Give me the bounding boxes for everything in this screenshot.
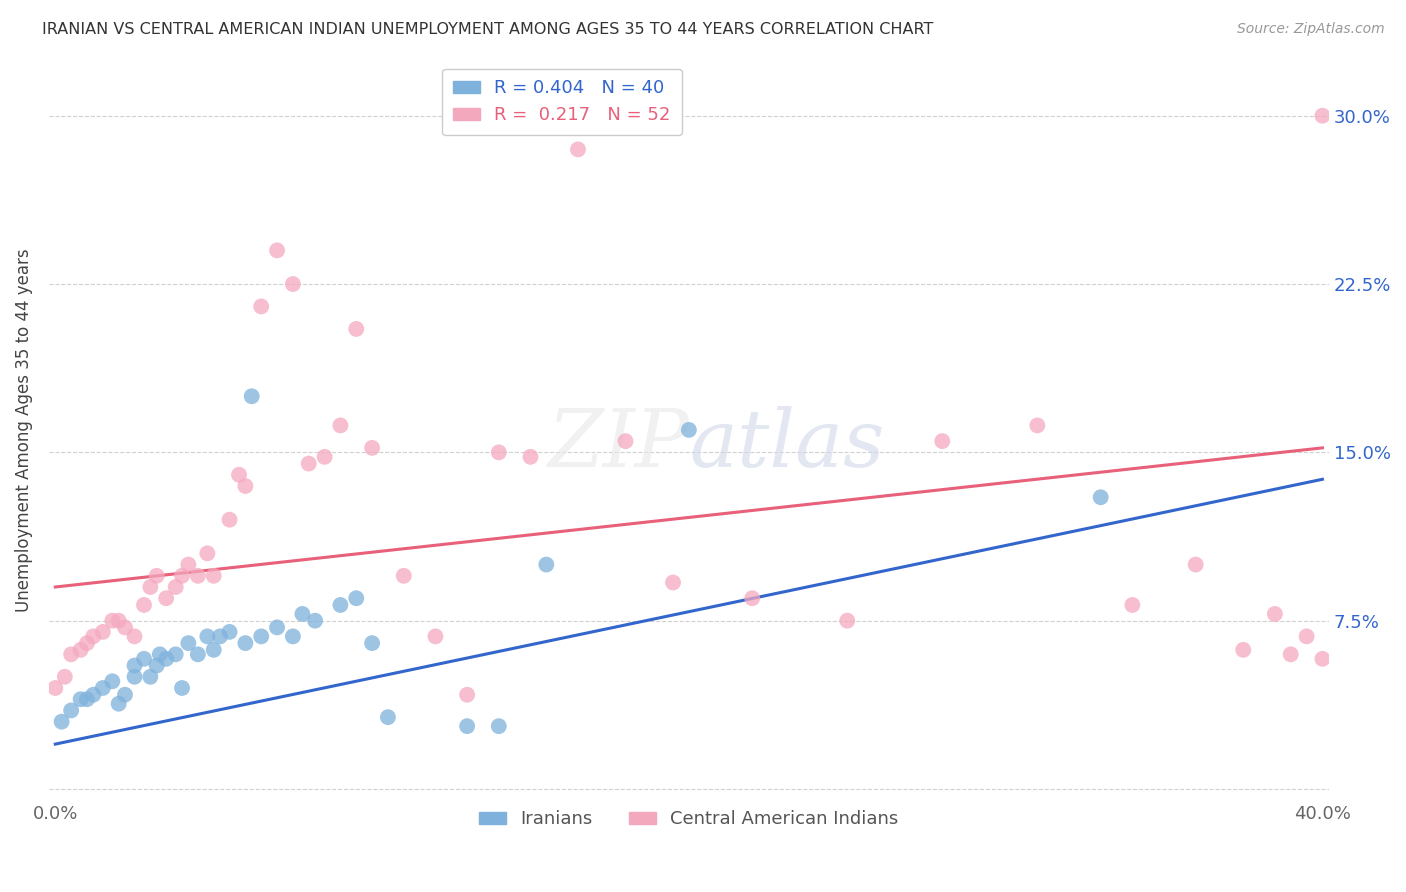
Point (195, 629, 218, 643)
Point (82, 629, 104, 643)
Point (101, 674, 124, 689)
Point (291, 607, 314, 621)
Point (304, 614, 326, 628)
Point (488, 719, 510, 733)
Point (124, 670, 146, 684)
Point (202, 643, 225, 657)
Point (519, 450, 541, 464)
Point (187, 648, 209, 662)
Text: IRANIAN VS CENTRAL AMERICAN INDIAN UNEMPLOYMENT AMONG AGES 35 TO 44 YEARS CORREL: IRANIAN VS CENTRAL AMERICAN INDIAN UNEMP… (42, 22, 934, 37)
Point (662, 575, 685, 590)
Point (165, 580, 187, 594)
Point (392, 569, 415, 583)
Point (114, 620, 136, 634)
Point (266, 620, 288, 634)
Point (250, 300, 273, 314)
Point (177, 636, 200, 650)
Point (114, 688, 136, 702)
Point (155, 591, 177, 606)
Point (91, 624, 114, 639)
Point (149, 648, 172, 662)
Point (132, 598, 155, 612)
Point (344, 322, 367, 336)
Point (155, 652, 177, 666)
Point (456, 688, 478, 702)
Point (124, 658, 146, 673)
Point (82, 688, 104, 702)
Point (218, 624, 240, 639)
Point (314, 450, 336, 464)
Point (931, 434, 953, 449)
Point (235, 636, 257, 650)
Point (1264, 607, 1286, 621)
Point (44, 681, 66, 695)
Point (139, 580, 162, 594)
Point (145, 658, 167, 673)
Point (1184, 558, 1206, 572)
Point (344, 591, 367, 606)
Point (145, 569, 167, 583)
Point (101, 614, 124, 628)
Point (218, 513, 240, 527)
Point (202, 569, 225, 583)
Text: Source: ZipAtlas.com: Source: ZipAtlas.com (1237, 22, 1385, 37)
Point (1090, 490, 1112, 504)
Point (69, 692, 91, 706)
Point (60, 648, 83, 662)
Point (298, 457, 321, 471)
Point (250, 629, 273, 643)
Point (76, 692, 98, 706)
Point (195, 546, 218, 560)
Point (281, 629, 304, 643)
Point (187, 569, 209, 583)
Point (139, 670, 162, 684)
Text: atlas: atlas (689, 406, 884, 483)
Text: ZIP: ZIP (547, 406, 689, 483)
Point (425, 629, 447, 643)
Point (228, 467, 250, 482)
Point (1295, 629, 1317, 643)
Point (1121, 598, 1143, 612)
Point (488, 445, 510, 459)
Point (170, 569, 193, 583)
Point (107, 614, 129, 628)
Point (235, 479, 257, 493)
Point (1312, 652, 1334, 666)
Point (165, 648, 187, 662)
Point (837, 614, 859, 628)
Point (1232, 643, 1254, 657)
Point (60, 703, 83, 717)
Legend: Iranians, Central American Indians: Iranians, Central American Indians (472, 803, 905, 836)
Y-axis label: Unemployment Among Ages 35 to 44 years: Unemployment Among Ages 35 to 44 years (15, 248, 32, 612)
Point (456, 719, 478, 733)
Point (124, 629, 146, 643)
Point (208, 629, 231, 643)
Point (361, 441, 384, 455)
Point (536, 558, 558, 572)
Point (240, 389, 263, 403)
Point (361, 636, 384, 650)
Point (76, 636, 98, 650)
Point (1279, 648, 1302, 662)
Point (614, 434, 637, 449)
Point (377, 710, 399, 724)
Point (1026, 418, 1049, 433)
Point (53, 670, 76, 684)
Point (281, 277, 304, 291)
Point (567, 142, 589, 156)
Point (266, 244, 288, 258)
Point (107, 697, 129, 711)
Point (177, 558, 200, 572)
Point (329, 598, 352, 612)
Point (741, 591, 763, 606)
Point (678, 423, 700, 437)
Point (69, 643, 91, 657)
Point (170, 681, 193, 695)
Point (132, 652, 155, 666)
Point (91, 681, 114, 695)
Point (1312, 109, 1334, 123)
Point (51, 714, 73, 729)
Point (329, 418, 352, 433)
